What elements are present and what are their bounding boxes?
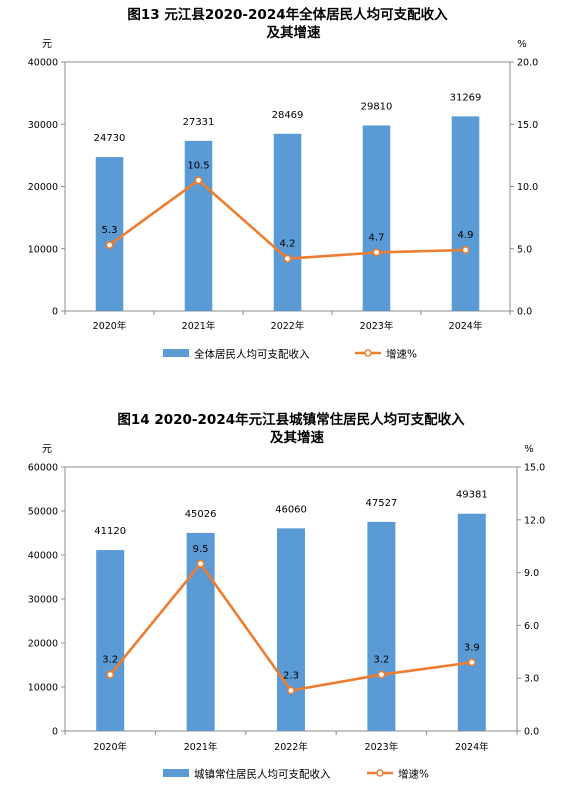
- line-point: [467, 658, 476, 667]
- left-tick-label: 40000: [28, 58, 58, 69]
- right-tick-label: 3.0: [524, 674, 539, 685]
- legend-line-label: 增速%: [398, 768, 429, 781]
- bar-value-label: 49381: [456, 490, 488, 501]
- x-tick-label: 2024年: [455, 741, 489, 753]
- line-point: [283, 254, 292, 263]
- line-point: [105, 241, 114, 250]
- bar-value-label: 41120: [94, 526, 126, 537]
- line-value-label: 3.2: [373, 655, 389, 666]
- right-tick-label: 6.0: [524, 621, 539, 632]
- right-tick-label: 9.0: [524, 568, 539, 579]
- line-point: [286, 686, 295, 695]
- bar: [276, 528, 306, 731]
- left-tick-label: 30000: [28, 595, 58, 606]
- bar-value-label: 31269: [450, 92, 482, 103]
- right-axis-unit: %: [517, 39, 527, 50]
- bar: [367, 521, 396, 731]
- left-tick-label: 60000: [28, 463, 58, 474]
- bar-value-label: 29810: [361, 101, 393, 112]
- legend-bar-swatch: [163, 349, 189, 357]
- line-point: [194, 176, 203, 185]
- line-point: [372, 248, 381, 257]
- left-tick-label: 10000: [28, 244, 58, 255]
- line-point: [377, 670, 386, 679]
- x-tick-label: 2022年: [271, 320, 305, 332]
- left-tick-label: 20000: [28, 639, 58, 650]
- bar: [273, 133, 302, 311]
- legend-line-label: 增速%: [386, 348, 417, 361]
- bar-value-label: 28469: [272, 110, 304, 121]
- left-tick-label: 30000: [28, 120, 58, 131]
- right-tick-label: 15.0: [524, 463, 545, 474]
- right-axis-unit: %: [524, 444, 534, 455]
- legend-bar-swatch: [163, 769, 189, 777]
- bar: [95, 157, 124, 311]
- legend-line-marker: [376, 769, 384, 777]
- left-tick-label: 20000: [28, 182, 58, 193]
- line-value-label: 5.3: [102, 225, 118, 236]
- x-tick-label: 2020年: [93, 320, 127, 332]
- bar: [457, 513, 486, 731]
- bar: [362, 125, 391, 312]
- left-tick-label: 0: [52, 307, 58, 318]
- chart-title: 图13 元江县2020-2024年全体居民人均可支配收入: [127, 6, 448, 23]
- right-tick-label: 10.0: [517, 182, 538, 193]
- right-tick-label: 15.0: [517, 120, 538, 131]
- line-point: [461, 245, 470, 254]
- line-value-label: 3.2: [102, 655, 118, 666]
- x-tick-label: 2020年: [93, 741, 127, 753]
- bar-value-label: 45026: [185, 509, 217, 520]
- bar: [451, 116, 480, 312]
- line-point: [106, 670, 115, 679]
- legend-bar-label: 全体居民人均可支配收入: [194, 348, 310, 361]
- left-tick-label: 40000: [28, 551, 58, 562]
- line-value-label: 4.7: [369, 232, 385, 243]
- bar-value-label: 47527: [365, 498, 397, 509]
- chart-title: 图14 2020-2024年元江县城镇常住居民人均可支配收入: [117, 411, 465, 428]
- bar: [96, 550, 125, 731]
- chart-subtitle: 及其增速: [267, 24, 321, 41]
- x-tick-label: 2023年: [365, 741, 399, 753]
- bar-value-label: 46060: [275, 504, 307, 515]
- right-tick-label: 0.0: [524, 727, 539, 738]
- x-tick-label: 2024年: [449, 320, 483, 332]
- right-tick-label: 12.0: [524, 515, 545, 526]
- line-value-label: 3.9: [464, 642, 480, 653]
- left-tick-label: 0: [52, 727, 58, 738]
- x-tick-label: 2021年: [184, 741, 218, 753]
- chart-subtitle: 及其增速: [270, 429, 324, 446]
- x-tick-label: 2022年: [274, 741, 308, 753]
- x-tick-label: 2023年: [360, 320, 394, 332]
- line-point: [196, 559, 205, 568]
- bar: [184, 140, 213, 311]
- right-tick-label: 20.0: [517, 58, 538, 69]
- right-tick-label: 0.0: [517, 307, 532, 318]
- line-value-label: 2.3: [283, 671, 299, 682]
- bar-value-label: 24730: [94, 133, 126, 144]
- line-value-label: 10.5: [187, 160, 209, 171]
- left-tick-label: 10000: [28, 683, 58, 694]
- legend-bar-label: 城镇常住居民人均可支配收入: [194, 768, 331, 781]
- line-value-label: 4.9: [458, 230, 474, 241]
- x-tick-label: 2021年: [182, 320, 216, 332]
- left-tick-label: 50000: [28, 507, 58, 518]
- bar-value-label: 27331: [183, 117, 215, 128]
- line-value-label: 9.5: [193, 544, 209, 555]
- line-value-label: 4.2: [280, 239, 296, 250]
- right-tick-label: 5.0: [517, 244, 532, 255]
- legend-line-marker: [364, 349, 372, 357]
- left-axis-unit: 元: [42, 39, 52, 50]
- left-axis-unit: 元: [42, 444, 52, 455]
